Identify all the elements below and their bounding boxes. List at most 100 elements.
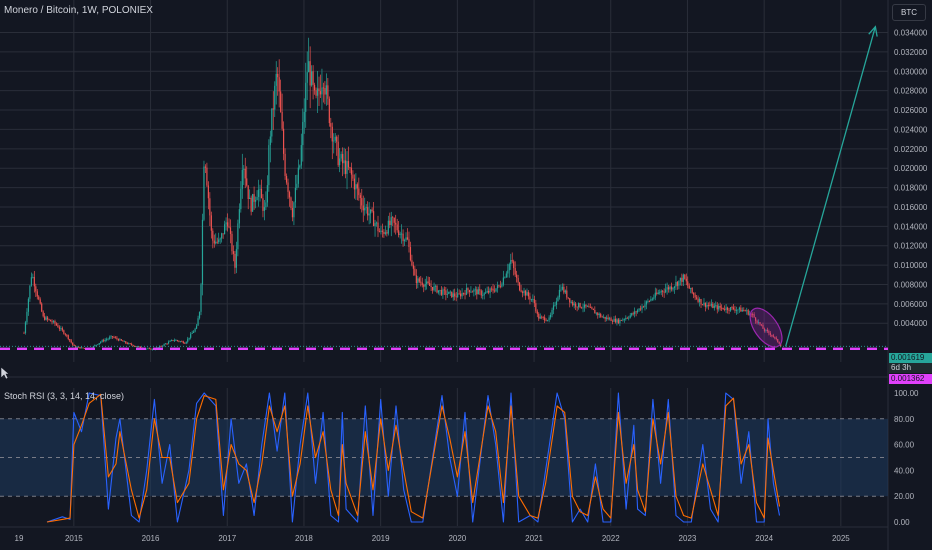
candle-body: [737, 309, 739, 311]
candle-body: [259, 188, 261, 190]
candle-body: [613, 318, 615, 322]
candle-body: [575, 303, 577, 307]
candle-body: [519, 282, 521, 291]
candle-body: [61, 328, 63, 331]
candle-body: [687, 281, 689, 286]
highlight-ellipse: [749, 307, 783, 348]
candle-body: [616, 319, 618, 323]
candle-body: [424, 284, 426, 287]
symbol-title[interactable]: Monero / Bitcoin, 1W, POLONIEX: [4, 5, 153, 16]
candle-body: [696, 297, 698, 299]
candle-body: [477, 289, 479, 295]
candle-body: [125, 341, 127, 343]
candle-body: [673, 286, 676, 289]
candle-body: [576, 306, 578, 308]
candle-body: [187, 338, 189, 342]
candle-body: [44, 316, 46, 320]
candle-body: [485, 292, 487, 294]
candle-body: [666, 287, 668, 290]
candle-body: [536, 311, 538, 314]
candle-body: [617, 319, 620, 324]
candle-body: [741, 310, 743, 312]
candle-body: [79, 346, 81, 349]
candle-body: [123, 341, 125, 343]
candle-body: [147, 348, 149, 350]
candle-body: [707, 305, 709, 306]
candle-body: [195, 325, 198, 329]
candle-body: [582, 307, 584, 309]
candle-body: [271, 108, 273, 137]
time-tick-label: 2018: [295, 534, 313, 543]
candle-body: [725, 307, 727, 310]
candle-body: [94, 345, 96, 347]
candle-body: [110, 336, 112, 338]
candle-body: [303, 111, 305, 123]
candle-body: [426, 281, 428, 285]
candle-body: [215, 241, 217, 244]
candle-body: [206, 167, 208, 186]
candle-body: [336, 136, 338, 142]
candle-body: [449, 291, 451, 293]
candle-body: [252, 194, 254, 212]
candle-body: [513, 261, 515, 269]
candle-body: [297, 167, 299, 184]
candle-body: [229, 227, 232, 234]
candle-body: [122, 340, 124, 342]
last-price-tag: 0.001619: [889, 353, 932, 363]
candle-body: [548, 317, 550, 321]
candle-body: [69, 339, 71, 341]
projection-arrow-head: [868, 25, 878, 37]
support-line[interactable]: [0, 345, 888, 351]
candle-body: [389, 220, 391, 226]
candle-body: [461, 293, 463, 297]
price-axis[interactable]: 0.004000 0.006000 0.008000 0.010000 0.012000…: [894, 29, 928, 329]
time-axis[interactable]: 19 2015 2016 2017 2018 2019 2020 2021 2022 2023 20…: [15, 534, 851, 543]
candle-body: [134, 345, 136, 347]
candle-body: [374, 223, 376, 226]
drawings[interactable]: [744, 25, 878, 353]
candle-body: [73, 344, 75, 347]
candle-body: [563, 286, 565, 293]
candle-body: [406, 237, 409, 240]
candle-body: [272, 108, 274, 110]
candle-body: [172, 340, 174, 341]
candle-body: [316, 88, 319, 96]
candle-body: [308, 61, 310, 73]
candle-body: [210, 215, 212, 231]
candle-body: [476, 289, 478, 295]
candle-body: [480, 290, 482, 296]
candle-body: [451, 291, 453, 298]
candle-body: [667, 287, 670, 290]
candle-body: [479, 289, 481, 291]
candle-body: [645, 301, 648, 305]
candle-body: [224, 224, 226, 235]
candle-body: [493, 290, 496, 292]
candle-body: [429, 283, 431, 286]
candle-body: [544, 317, 546, 321]
candle-body: [647, 300, 649, 302]
candle-body: [701, 304, 704, 306]
candle-body: [698, 298, 701, 302]
candle-body: [401, 233, 403, 235]
candle-body: [765, 329, 767, 331]
stoch-rsi-tick-label: 100.00: [894, 389, 919, 398]
candle-body: [697, 298, 699, 302]
currency-badge[interactable]: BTC: [892, 4, 926, 21]
indicator-title[interactable]: Stoch RSI (3, 3, 14, 14, close): [4, 391, 125, 401]
price-tick-label: 0.034000: [894, 29, 928, 38]
candle-body: [190, 333, 192, 338]
candle-body: [390, 217, 392, 226]
stoch-rsi-lines: [46, 392, 781, 523]
candle-body: [561, 286, 563, 290]
candle-body: [128, 343, 130, 345]
candle-body: [740, 307, 742, 312]
candle-body: [275, 73, 277, 86]
candle-body: [321, 87, 323, 95]
candle-body: [606, 317, 608, 319]
candle-body: [465, 288, 468, 295]
candle-body: [551, 309, 553, 315]
candle-body: [287, 182, 289, 192]
candle-body: [253, 194, 255, 202]
candle-body: [656, 292, 658, 294]
